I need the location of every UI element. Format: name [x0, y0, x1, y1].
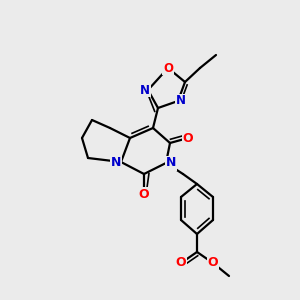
Text: N: N [111, 155, 121, 169]
Text: N: N [140, 83, 150, 97]
Text: N: N [176, 94, 186, 107]
Text: O: O [183, 131, 193, 145]
Text: O: O [176, 256, 186, 269]
Text: O: O [163, 61, 173, 74]
Text: O: O [139, 188, 149, 200]
Text: N: N [166, 157, 176, 169]
Text: O: O [208, 256, 218, 269]
